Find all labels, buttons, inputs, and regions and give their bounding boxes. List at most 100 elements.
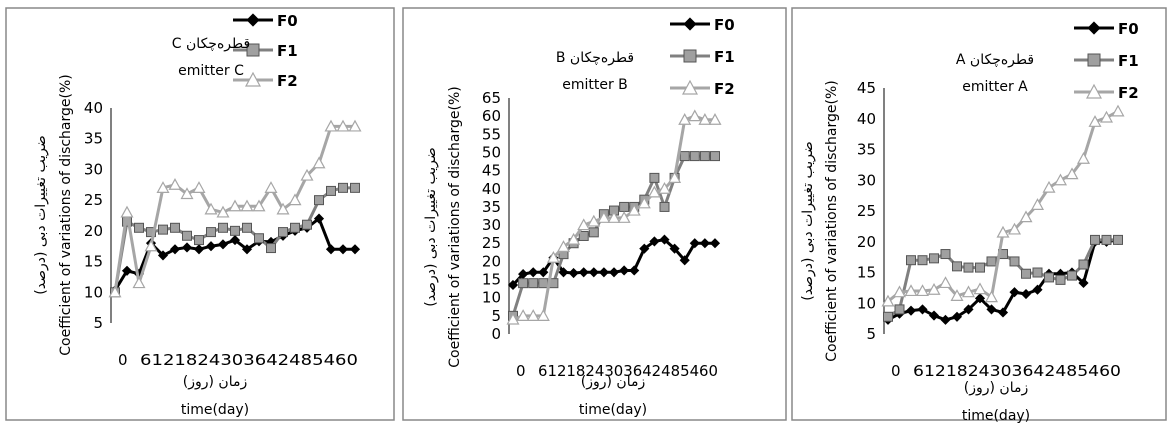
data-point-F0 bbox=[325, 244, 337, 255]
data-point-F1 bbox=[699, 151, 710, 162]
series-line-F2 bbox=[887, 110, 1119, 303]
data-point-F2 bbox=[168, 178, 182, 190]
data-point-F0 bbox=[629, 265, 640, 276]
series-F0 bbox=[882, 234, 1124, 325]
data-point-F1 bbox=[158, 224, 168, 235]
legend-label-F2: F2 bbox=[1118, 84, 1139, 102]
data-point-F0 bbox=[608, 267, 620, 278]
data-point-F2 bbox=[132, 276, 146, 289]
data-point-F2 bbox=[526, 309, 540, 321]
data-point-F2 bbox=[264, 181, 278, 193]
x-axis-label: time(day) bbox=[181, 402, 249, 418]
x-tick-label: 0 bbox=[118, 351, 128, 369]
data-point-F0 bbox=[313, 213, 325, 224]
y-tick-label: 5 bbox=[93, 314, 103, 332]
legend-label-F0: F0 bbox=[277, 12, 298, 30]
y-tick-label: 10 bbox=[84, 283, 103, 301]
data-point-F0 bbox=[639, 243, 650, 254]
data-point-F2 bbox=[984, 290, 999, 303]
data-point-F2 bbox=[678, 113, 692, 125]
chart-subtitle: emitter C bbox=[178, 63, 244, 79]
data-point-F1 bbox=[883, 311, 893, 322]
series-F2 bbox=[108, 119, 362, 298]
y-tick-label: 30 bbox=[84, 160, 103, 178]
chart-subtitle: emitter B bbox=[562, 77, 628, 93]
x-axis-label-fa: زمان (روز) bbox=[581, 374, 645, 390]
data-point-F2 bbox=[637, 196, 651, 209]
data-point-F2 bbox=[506, 312, 520, 325]
y-tick-label: 15 bbox=[482, 271, 501, 289]
panel-frame bbox=[791, 7, 1167, 421]
data-point-F1 bbox=[302, 219, 312, 230]
series-F2 bbox=[881, 104, 1125, 307]
data-point-F1 bbox=[659, 201, 670, 212]
data-point-F2 bbox=[288, 193, 302, 206]
data-point-F0 bbox=[169, 244, 181, 255]
y-axis-label-fa: ضریب تغییرات دبی (درصد) bbox=[33, 135, 49, 294]
data-point-F0 bbox=[986, 304, 997, 315]
data-point-F1 bbox=[314, 195, 324, 206]
data-point-F2 bbox=[216, 205, 230, 218]
data-point-F0 bbox=[229, 235, 241, 246]
y-tick-label: 30 bbox=[857, 171, 876, 189]
x-axis-label: time(day) bbox=[579, 402, 647, 418]
data-point-F1 bbox=[588, 227, 599, 238]
data-point-F2 bbox=[240, 199, 254, 212]
data-point-F0 bbox=[568, 267, 579, 279]
data-point-F2 bbox=[276, 202, 290, 215]
data-point-F1 bbox=[518, 278, 529, 289]
data-point-F0 bbox=[669, 243, 680, 254]
y-tick-label: 40 bbox=[84, 99, 103, 117]
data-point-F2 bbox=[938, 276, 953, 289]
data-point-F2 bbox=[536, 309, 550, 321]
data-point-F1 bbox=[940, 249, 951, 260]
legend-marker-F1 bbox=[246, 43, 260, 57]
data-point-F0 bbox=[928, 310, 940, 321]
data-point-F1 bbox=[194, 235, 204, 246]
data-point-F2 bbox=[108, 285, 122, 298]
legend-marker-F0 bbox=[246, 13, 260, 27]
y-tick-label: 10 bbox=[482, 289, 501, 307]
data-point-F2 bbox=[698, 113, 712, 125]
legend-marker-F2 bbox=[681, 79, 699, 95]
x-axis-label-fa: زمان (روز) bbox=[964, 380, 1028, 396]
data-point-F0 bbox=[1009, 287, 1020, 298]
data-point-F1 bbox=[710, 151, 720, 162]
data-point-F1 bbox=[538, 278, 549, 289]
panel-frame bbox=[402, 7, 787, 421]
data-point-F2 bbox=[892, 285, 907, 298]
data-point-F2 bbox=[950, 289, 964, 301]
y-tick-label: 45 bbox=[857, 79, 876, 97]
data-point-F2 bbox=[587, 214, 601, 227]
legend: F0 F1 F2 bbox=[233, 12, 298, 90]
y-tick-label: 5 bbox=[491, 307, 501, 325]
series-line-F1 bbox=[511, 154, 715, 317]
data-point-F1 bbox=[206, 227, 216, 238]
data-point-F1 bbox=[986, 256, 997, 267]
data-point-F1 bbox=[963, 262, 974, 273]
data-point-F1 bbox=[266, 243, 276, 254]
data-point-F2 bbox=[1019, 210, 1033, 223]
y-tick-label: 40 bbox=[482, 180, 501, 198]
data-point-F1 bbox=[1032, 267, 1043, 278]
legend-label-F1: F1 bbox=[277, 42, 298, 60]
data-point-F0 bbox=[578, 267, 589, 278]
data-point-F2 bbox=[156, 181, 170, 193]
data-point-F1 bbox=[1044, 272, 1054, 283]
data-point-F0 bbox=[193, 244, 205, 255]
data-point-F2 bbox=[657, 182, 672, 194]
data-point-F1 bbox=[679, 151, 690, 162]
data-point-F2 bbox=[617, 211, 631, 223]
chart-title: قطره‌چکان A bbox=[956, 52, 1034, 68]
data-point-F2 bbox=[556, 240, 571, 252]
data-point-F0 bbox=[974, 293, 986, 304]
legend-label-F1: F1 bbox=[1118, 52, 1139, 70]
y-tick-label: 50 bbox=[482, 143, 501, 161]
data-point-F2 bbox=[668, 171, 682, 183]
legend-marker-F2 bbox=[1085, 83, 1103, 99]
data-point-F2 bbox=[881, 294, 895, 307]
data-point-F1 bbox=[350, 182, 360, 193]
data-point-F0 bbox=[157, 250, 169, 261]
x-tick-label: 6121824303642485460 bbox=[538, 362, 718, 380]
